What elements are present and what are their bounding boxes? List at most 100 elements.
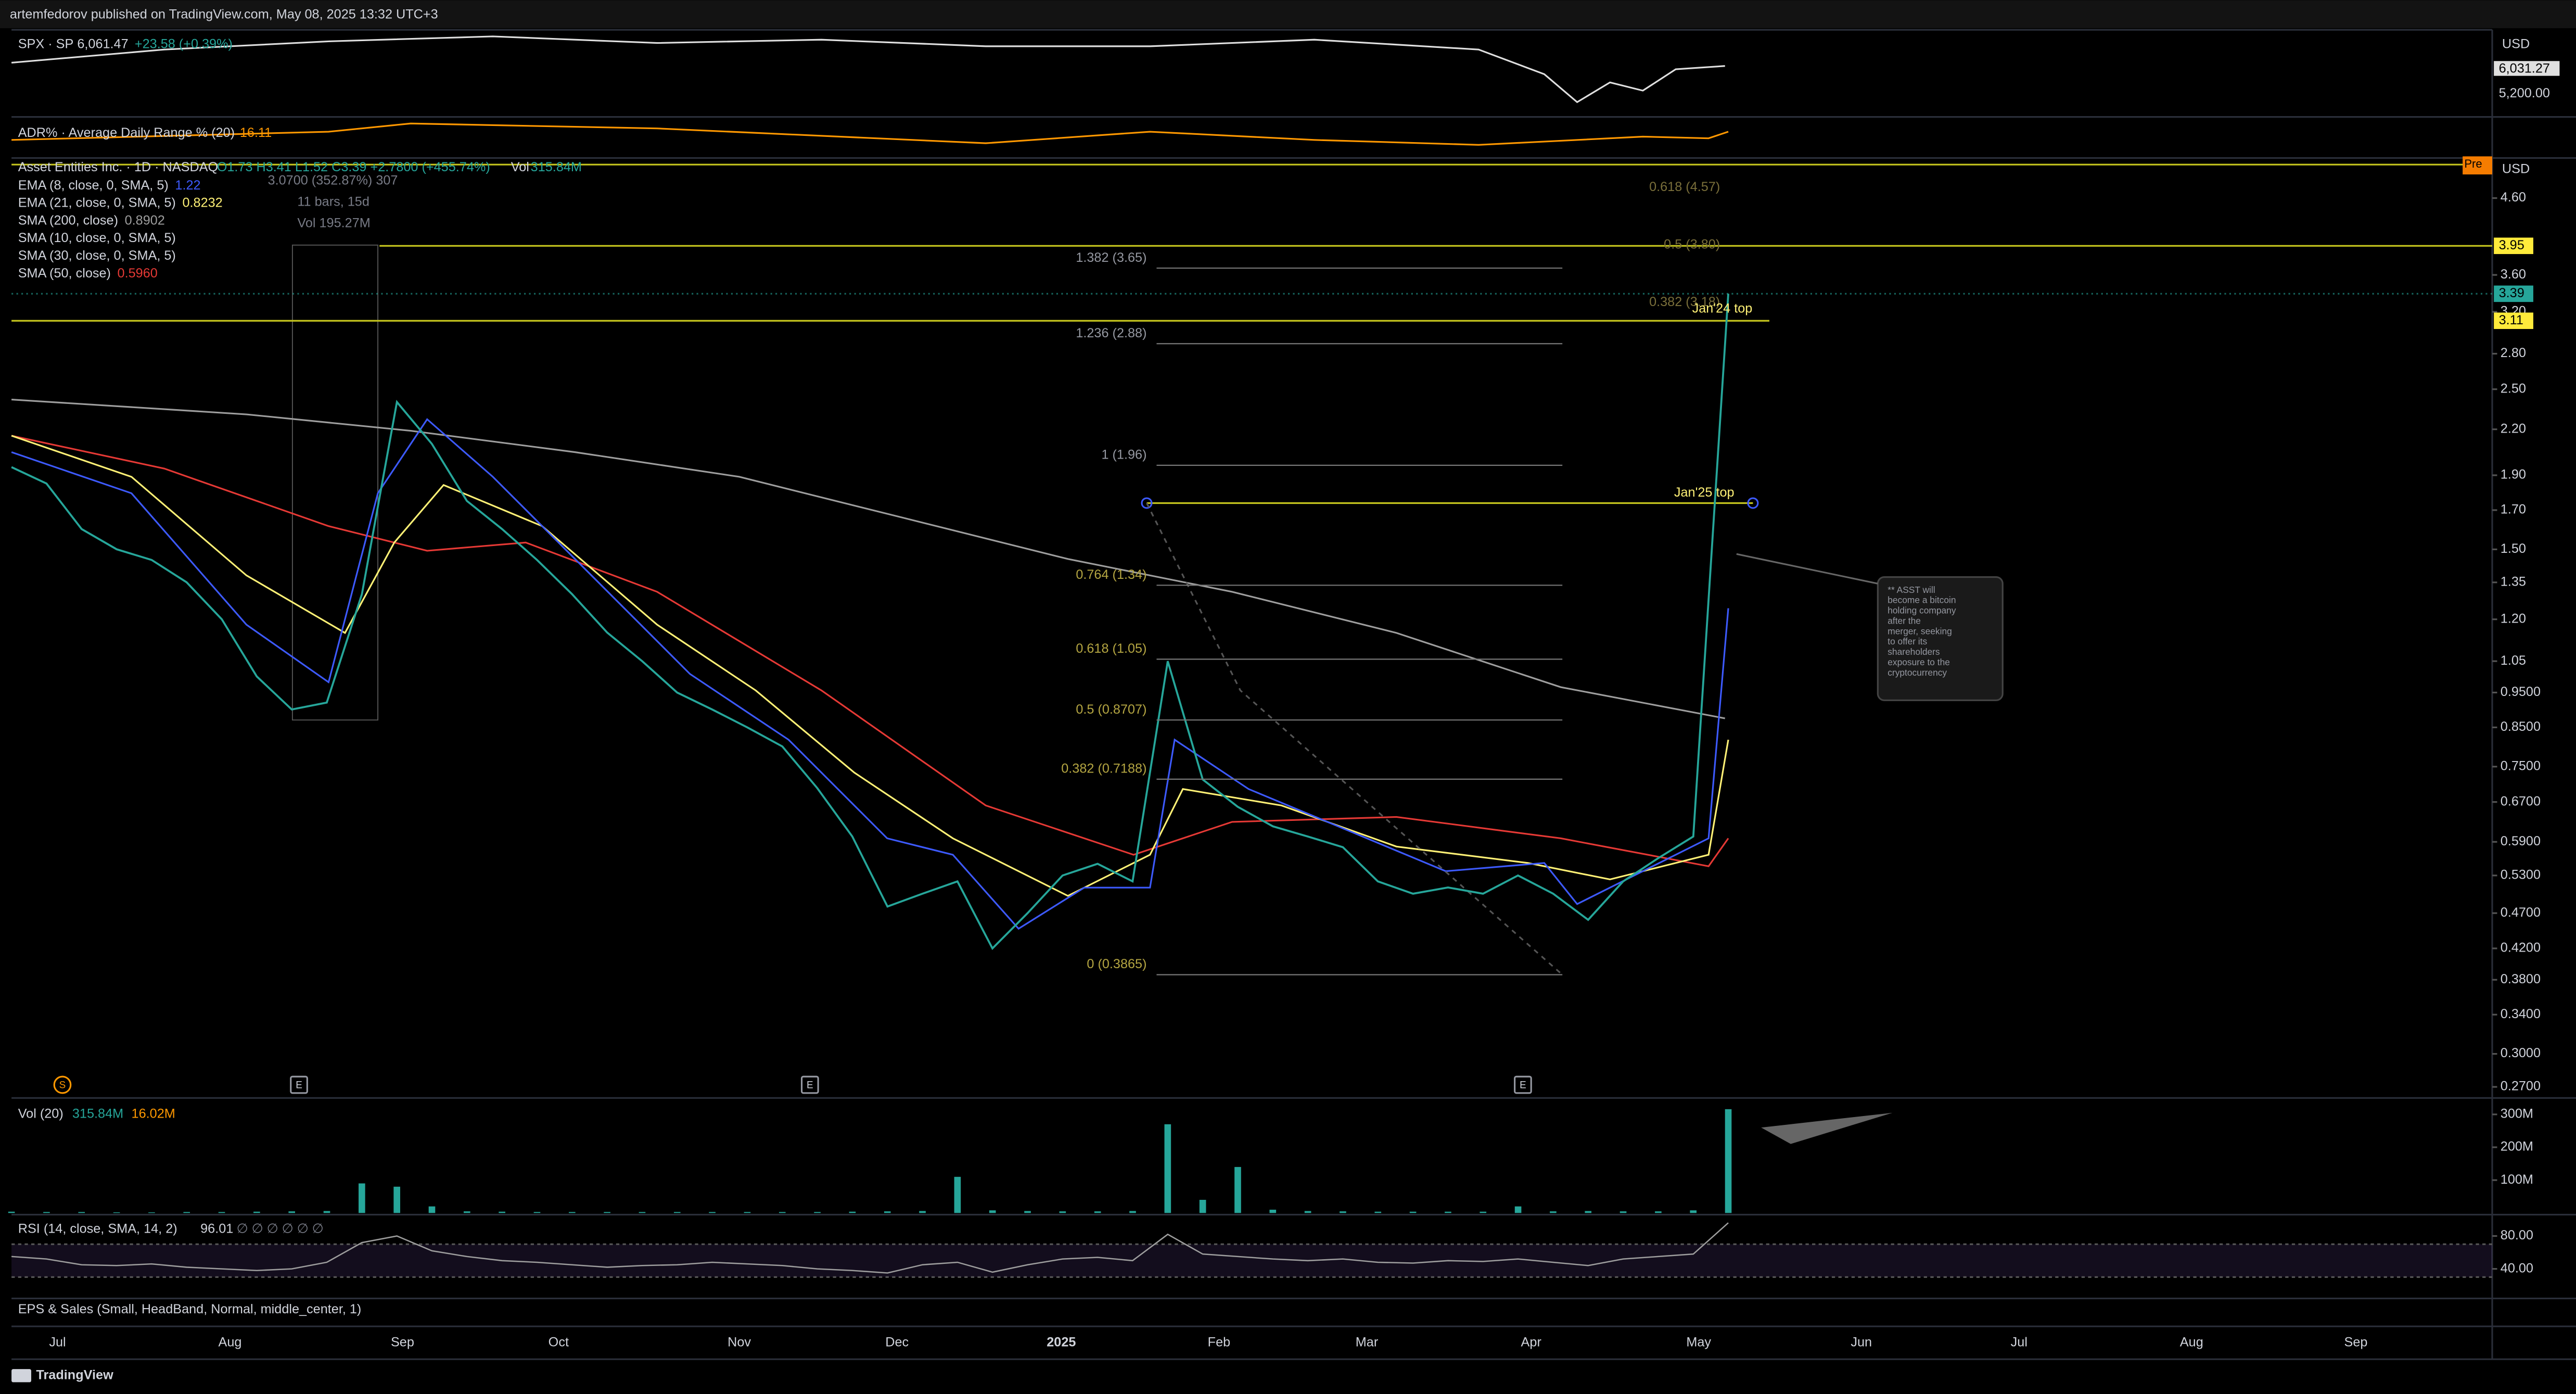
indicator-value: 1.22 [175, 178, 200, 193]
volume-bar [533, 1212, 541, 1213]
event-marker [800, 1075, 819, 1094]
y-tick-label: 100M [2501, 1172, 2533, 1187]
anchor [1747, 497, 1759, 509]
title: Asset Entities Inc. · 1D · NASDAQ [18, 160, 218, 174]
event-label: S [59, 1080, 66, 1091]
rsi-extra: ∅ ∅ ∅ ∅ ∅ ∅ [237, 1222, 324, 1236]
volume-bar [673, 1212, 681, 1213]
x-tick-label: May [1686, 1335, 1711, 1349]
volume-bar [1164, 1124, 1171, 1213]
volume-bar [989, 1210, 996, 1213]
eps-name: EPS & Sales (Small, HeadBand, Normal, mi… [18, 1302, 362, 1316]
y-tick-label: 2.50 [2501, 381, 2526, 396]
indicator-name: SMA (50, close) [18, 266, 111, 281]
x-tick-label: Aug [218, 1335, 241, 1349]
currency: USD [2502, 161, 2530, 176]
volume-bar [814, 1212, 821, 1213]
rsi-line [11, 1222, 1729, 1274]
event-marker [1514, 1075, 1532, 1094]
x-tick-label: Oct [549, 1335, 569, 1349]
indicator-name: EMA (21, close, 0, SMA, 5) [18, 196, 176, 210]
volume-bar [1129, 1211, 1136, 1213]
vol-value: 315.84M [531, 160, 582, 174]
x-tick-label: Mar [1356, 1335, 1379, 1349]
measure-label: 3.0700 (352.87%) 307 [268, 173, 398, 187]
y-tick-label: 0.6700 [2501, 794, 2541, 808]
event-label: E [807, 1080, 813, 1091]
volume-bar [1094, 1211, 1101, 1213]
event-label: E [296, 1080, 302, 1091]
y-tick-label: 0.8500 [2501, 719, 2541, 734]
x-tick-label: Jul [49, 1335, 66, 1349]
volume-bar [1445, 1211, 1451, 1213]
session: Pre [2464, 157, 2482, 170]
measure-label: 11 bars, 15d [297, 194, 369, 209]
vol-label: Vol [511, 160, 529, 174]
price-badge [2494, 285, 2533, 302]
volume-bar [639, 1212, 646, 1213]
note: ** ASST will become a bitcoin holding comp… [1888, 584, 1956, 677]
spx-axis-label: 5,200.00 [2499, 86, 2550, 100]
volume-bar [1725, 1109, 1732, 1213]
annotation: Jan'24 top [1692, 301, 1753, 316]
x-tick-label: Jun [1851, 1335, 1872, 1349]
fib-label: 0 (0.3865) [1087, 957, 1146, 971]
fib-label: 0.5 (0.8707) [1076, 702, 1146, 717]
volume-bar [849, 1211, 856, 1213]
y-tick-label: 0.3000 [2501, 1046, 2541, 1060]
volume-bar [709, 1212, 716, 1213]
anchor [1141, 497, 1153, 509]
event-marker [53, 1075, 72, 1094]
y-tick-label: 0.3800 [2501, 972, 2541, 986]
spx-badge [2494, 61, 2560, 76]
volume-bar [1550, 1211, 1557, 1213]
note-pointer [1736, 553, 1878, 585]
y-tick-label: 0.7500 [2501, 758, 2541, 773]
y-tick-label: 200M [2501, 1139, 2533, 1154]
spx-line [11, 35, 1725, 104]
y-tick-label: 0.4200 [2501, 941, 2541, 955]
spx-value: 6,061.47 [77, 36, 128, 51]
volume-bar [1619, 1211, 1627, 1213]
y-tick-label: 0.3400 [2501, 1007, 2541, 1021]
sma-50 [11, 435, 1729, 867]
price-badge-label: 3.39 [2499, 286, 2524, 300]
volume-bar [779, 1212, 786, 1213]
x-tick-label: 2025 [1047, 1335, 1076, 1349]
volume-bar [1059, 1211, 1066, 1213]
volume-value: 315.84M [72, 1107, 123, 1121]
arrow [1761, 1112, 1893, 1144]
ohlc: O1.73 H3.41 L1.52 C3.39 +2.7800 (+455.74… [217, 160, 490, 174]
volume-bar [1480, 1211, 1487, 1213]
y-tick-label: 1.20 [2501, 611, 2526, 626]
volume-bar [1514, 1206, 1522, 1213]
x-tick-label: Dec [885, 1335, 909, 1349]
fib-trend [1146, 502, 1563, 975]
volume-bar [1655, 1211, 1662, 1213]
y-tick-label: 0.5900 [2501, 834, 2541, 848]
indicator-name: SMA (30, close, 0, SMA, 5) [18, 248, 176, 263]
ema-8 [11, 418, 1729, 930]
rsi-value: 96.01 [200, 1222, 233, 1236]
spx-change: +23.58 (+0.39%) [135, 36, 233, 51]
fib-label: 1.382 (3.65) [1076, 250, 1146, 265]
volume-bar [1690, 1210, 1697, 1213]
y-tick-label: 0.2700 [2501, 1079, 2541, 1094]
indicator-name: SMA (10, close, 0, SMA, 5) [18, 231, 176, 245]
volume-bar [1304, 1211, 1311, 1213]
adr-name: ADR% · Average Daily Range % (20) [18, 125, 235, 140]
x-tick-label: Aug [2180, 1335, 2203, 1349]
volume-bar [8, 1211, 15, 1213]
fib-label: 1 (1.96) [1101, 448, 1146, 462]
y-tick-label: 0.5300 [2501, 868, 2541, 882]
volume-bar [218, 1212, 225, 1213]
indicator-value: 0.8232 [182, 196, 222, 210]
volume-bar [113, 1212, 120, 1213]
volume-bar [323, 1211, 330, 1213]
volume-ma: 16.02M [132, 1107, 175, 1121]
indicator-value: 0.8902 [125, 213, 165, 227]
adr-value: 16.11 [240, 125, 272, 140]
